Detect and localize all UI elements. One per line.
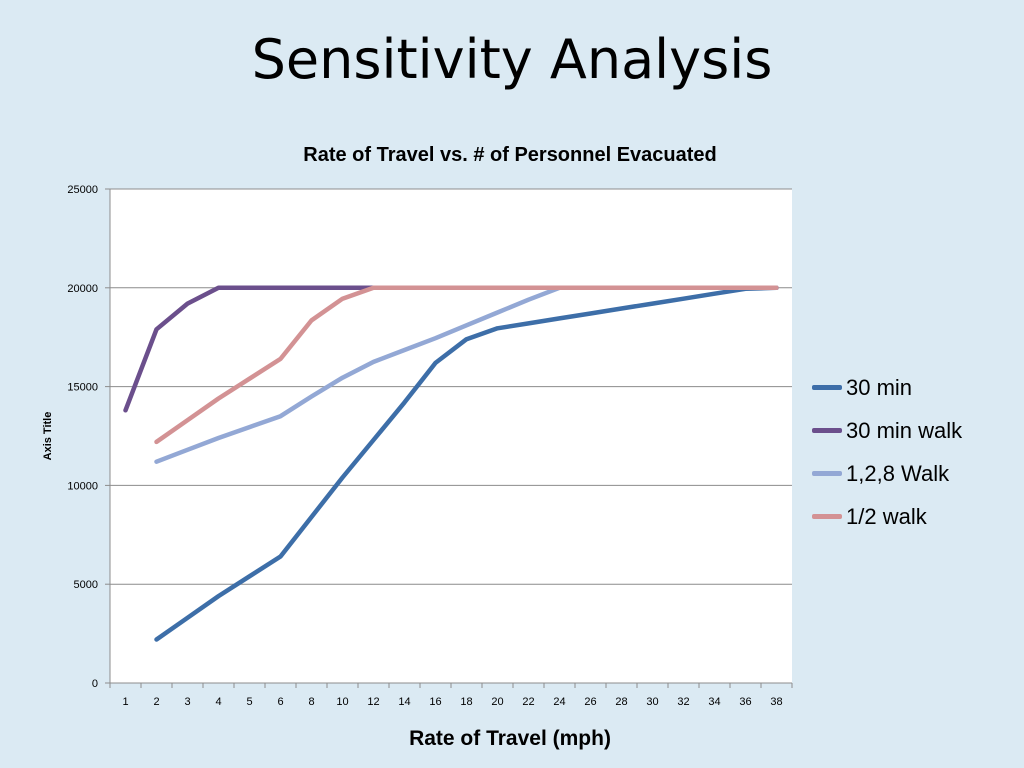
x-tick-label: 30 xyxy=(646,696,658,708)
legend-swatch xyxy=(812,385,842,390)
y-tick-label: 20000 xyxy=(67,283,98,295)
x-axis-title: Rate of Travel (mph) xyxy=(409,727,611,750)
x-tick-label: 26 xyxy=(584,696,596,708)
x-tick-label: 14 xyxy=(398,696,410,708)
x-tick-label: 20 xyxy=(491,696,503,708)
series-line-1-2-walk xyxy=(154,285,779,445)
legend-swatch xyxy=(812,514,842,519)
legend-label: 30 min walk xyxy=(846,417,963,443)
y-axis-title: Axis Title xyxy=(42,411,54,461)
chart-title: Rate of Travel vs. # of Personnel Evacua… xyxy=(303,144,717,166)
slide-title: Sensitivity Analysis xyxy=(251,28,773,91)
legend-item-1-2-8-walk: 1,2,8 Walk xyxy=(812,452,962,495)
x-tick-label: 36 xyxy=(739,696,751,708)
x-tick-label: 24 xyxy=(553,696,565,708)
legend-swatch xyxy=(812,471,842,476)
legend-label: 30 min xyxy=(846,374,913,400)
y-tick-label: 10000 xyxy=(67,480,98,492)
x-tick-label: 3 xyxy=(184,696,190,708)
legend-swatch xyxy=(812,428,842,433)
series-line-1-2-8-walk xyxy=(154,285,779,464)
x-tick-label: 4 xyxy=(215,696,221,708)
x-tick-label: 2 xyxy=(153,696,159,708)
series-line-30-min xyxy=(154,285,779,642)
x-tick-label: 10 xyxy=(336,696,348,708)
legend-label: 1,2,8 Walk xyxy=(846,460,950,486)
legend-item-30-min-walk: 30 min walk xyxy=(812,409,962,452)
y-tick-label: 25000 xyxy=(67,184,98,196)
x-tick-label: 22 xyxy=(522,696,534,708)
x-tick-label: 1 xyxy=(122,696,128,708)
x-tick-label: 8 xyxy=(308,696,314,708)
x-tick-label: 32 xyxy=(677,696,689,708)
y-tick-label: 15000 xyxy=(67,382,98,394)
x-tick-label: 34 xyxy=(708,696,720,708)
x-tick-label: 16 xyxy=(429,696,441,708)
x-tick-label: 38 xyxy=(770,696,782,708)
legend-label: 1/2 walk xyxy=(846,503,927,529)
x-tick-label: 18 xyxy=(460,696,472,708)
x-tick-label: 5 xyxy=(246,696,252,708)
x-tick-label: 28 xyxy=(615,696,627,708)
x-tick-label: 6 xyxy=(277,696,283,708)
legend-item-30-min: 30 min xyxy=(812,366,962,409)
legend: 30 min 30 min walk 1,2,8 Walk 1/2 walk xyxy=(812,366,962,538)
legend-item-1-2-walk: 1/2 walk xyxy=(812,495,962,538)
y-tick-label: 5000 xyxy=(74,579,98,591)
y-tick-label: 0 xyxy=(92,678,98,690)
x-tick-label: 12 xyxy=(367,696,379,708)
